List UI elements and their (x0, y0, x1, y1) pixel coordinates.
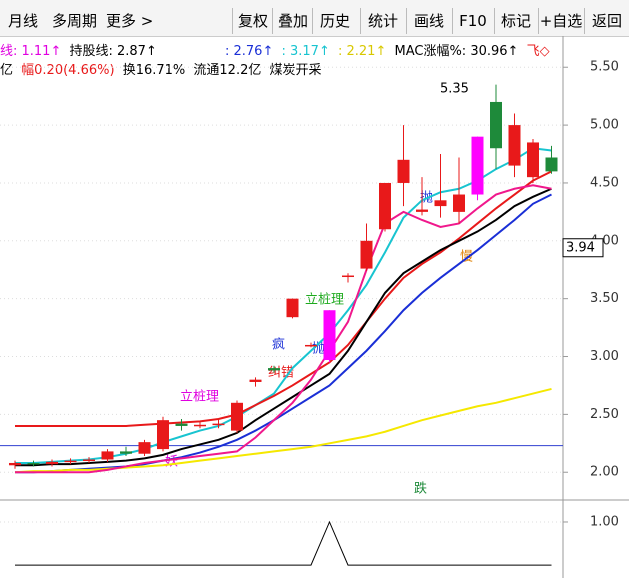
candle-body (83, 459, 95, 462)
candle-body (194, 424, 206, 427)
annotation: 立桩理 (305, 293, 344, 308)
y-tick-label: 1.00 (590, 514, 619, 529)
tab[interactable]: 多周期 (52, 12, 98, 30)
y-tick-label: 5.00 (590, 118, 619, 133)
ma-line (15, 193, 552, 474)
annotation: 疯 (272, 337, 285, 353)
ma-line (14, 387, 552, 474)
candle-body (416, 209, 428, 212)
indicator: : 2.21↑ (338, 44, 387, 59)
toolbar: 月线 多周期 更多 > 复权 叠加 历史 统计 画线 F10 标记 +自选 返回 (0, 0, 629, 37)
candle-body (46, 461, 58, 465)
indicator: 持股线: 2.87↑ (69, 44, 157, 59)
button[interactable]: 画线 (406, 8, 451, 34)
candle-body (490, 101, 502, 149)
indicator: : 2.76↑ (225, 44, 274, 59)
indicator: MAC涨幅%: 30.96↑ (394, 44, 519, 59)
candle-body (175, 423, 188, 426)
annotation: 5.35 (440, 82, 469, 97)
candle-body (231, 402, 243, 431)
price-marker-box (562, 238, 604, 258)
candle-body (397, 159, 410, 183)
tab[interactable]: 月线 (8, 12, 39, 30)
ma-line (15, 170, 552, 427)
ma-line (15, 147, 552, 464)
button[interactable]: 标记 (494, 8, 537, 34)
candle-body (120, 451, 132, 454)
button[interactable]: 返回 (584, 8, 629, 34)
candle-body (138, 442, 151, 454)
y-tick-label: 4.50 (590, 175, 619, 190)
y-tick-label: 2.00 (590, 465, 619, 480)
candle-body (9, 462, 21, 466)
candle-body (545, 157, 558, 172)
candle-body (64, 460, 77, 463)
y-tick-label: 3.50 (590, 291, 619, 306)
button[interactable]: 复权 (232, 8, 273, 34)
candle-body (342, 275, 354, 278)
candle-body (305, 344, 317, 347)
tab[interactable]: 更多 > (106, 12, 154, 30)
y-tick-label: 2.50 (590, 407, 619, 422)
indicator: : 3.17↑ (281, 44, 330, 59)
candle-body (157, 420, 169, 450)
indicator-line (15, 520, 552, 566)
candle-body (360, 240, 373, 269)
button[interactable]: 统计 (360, 8, 405, 34)
annotation: 妖 (165, 455, 178, 470)
candle-body (323, 310, 336, 360)
candle-body (434, 200, 447, 207)
button[interactable]: 历史 (312, 8, 357, 34)
candle-body (508, 125, 521, 166)
annotation: 立桩理 (180, 390, 219, 405)
ma-line (15, 184, 552, 474)
button[interactable]: 叠加 (272, 8, 313, 34)
candle-body (212, 423, 225, 426)
y-tick-label: 3.00 (590, 349, 619, 364)
button[interactable]: F10 (452, 8, 493, 34)
button[interactable]: +自选 (538, 8, 583, 34)
candle-body (379, 182, 391, 230)
info-text: 亿 (0, 63, 14, 78)
indicator: 飞◇ (526, 44, 550, 59)
candle-body (527, 142, 539, 178)
price-marker: 3.94 (566, 240, 595, 255)
info-text: 换16.71% (122, 63, 186, 78)
y-tick-label: 5.50 (590, 60, 619, 75)
info-line: 线: 1.11↑ 持股线: 2.87↑ : 2.76↑ : 3.17↑ : 2.… (0, 40, 554, 59)
candle-body (249, 379, 262, 382)
candle-body (286, 298, 299, 318)
indicator: 线: 1.11↑ (0, 44, 62, 59)
candle-body (453, 194, 465, 212)
candle-body (27, 462, 40, 465)
candle-body (101, 451, 114, 460)
candle-body (268, 368, 280, 371)
candle-body (471, 136, 484, 195)
ma-line (15, 187, 552, 467)
annotation: 跌 (414, 481, 427, 497)
